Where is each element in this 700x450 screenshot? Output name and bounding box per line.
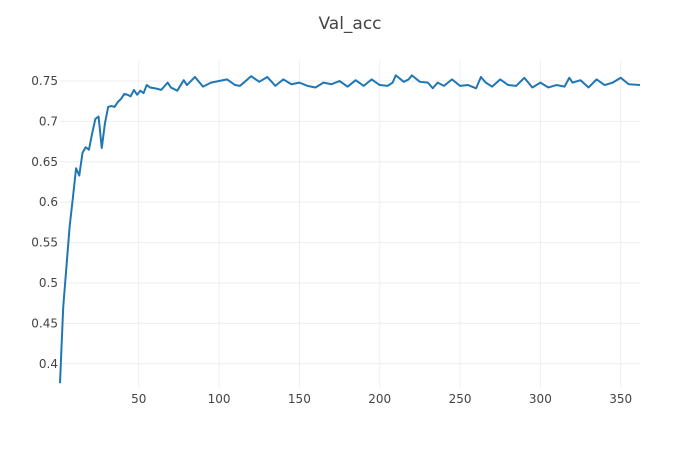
- y-tick-label: 0.7: [39, 114, 58, 128]
- chart-title: Val_acc: [318, 14, 381, 34]
- y-tick-label: 0.65: [31, 155, 58, 169]
- series-layer: [59, 74, 641, 384]
- y-tick-label: 0.6: [39, 195, 58, 209]
- y-tick-label: 0.55: [31, 236, 58, 250]
- tick-layer: 0.4 0.45 0.5 0.55 0.6 0.65 0.7 0.75 50 100 150 200 2…: [31, 74, 632, 406]
- grid-layer: [60, 60, 640, 388]
- x-tick-label: 300: [529, 392, 552, 406]
- y-tick-label: 0.75: [31, 74, 58, 88]
- x-tick-label: 250: [449, 392, 472, 406]
- x-tick-label: 50: [131, 392, 146, 406]
- y-tick-label: 0.4: [39, 357, 58, 371]
- y-tick-label: 0.45: [31, 316, 58, 330]
- x-tick-label: 150: [288, 392, 311, 406]
- x-tick-label: 200: [368, 392, 391, 406]
- x-tick-label: 350: [609, 392, 632, 406]
- series-line: [59, 74, 641, 384]
- y-tick-label: 0.5: [39, 276, 58, 290]
- x-tick-label: 100: [208, 392, 231, 406]
